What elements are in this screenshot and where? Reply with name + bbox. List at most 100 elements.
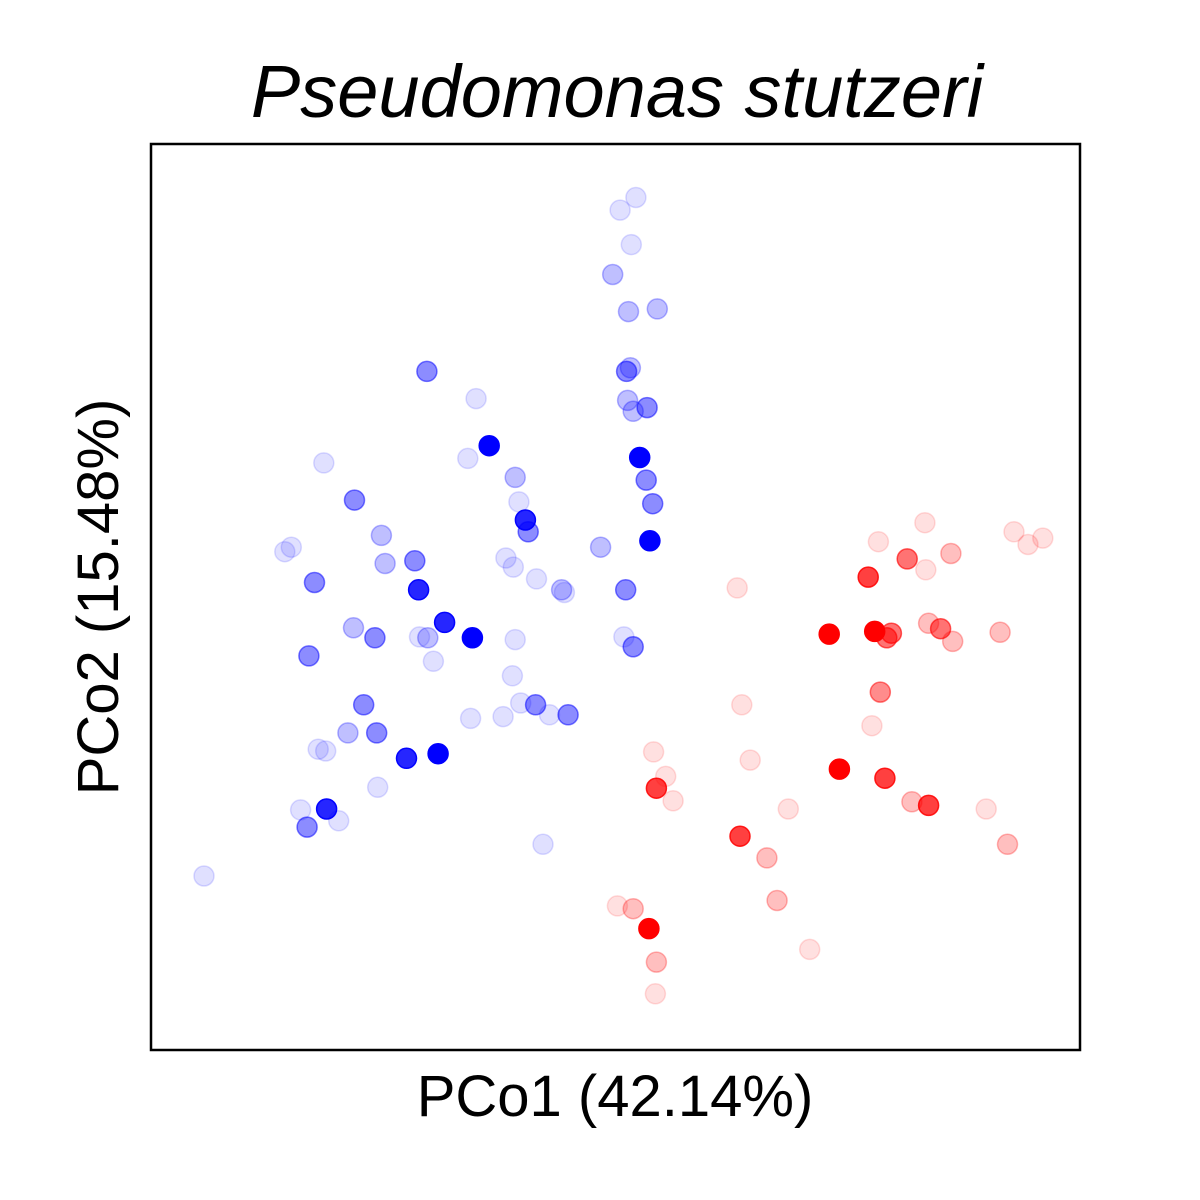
scatter-point [280, 536, 303, 558]
scatter-point [314, 740, 337, 762]
scatter-point [508, 491, 530, 513]
scatter-point [615, 360, 638, 383]
points-layer [193, 186, 1054, 1005]
scatter-point [364, 627, 386, 649]
scatter-point [1017, 533, 1039, 556]
scatter-point [625, 186, 647, 209]
scatter-point [646, 298, 669, 320]
scatter-point [524, 694, 547, 716]
scatter-point [407, 579, 430, 601]
scatter-point [303, 571, 326, 594]
scatter-point [636, 396, 658, 419]
scatter-point [501, 665, 524, 687]
scatter-point [609, 199, 631, 221]
scatter-point [538, 704, 561, 726]
scatter-point [274, 540, 296, 563]
scatter-point [370, 524, 393, 547]
scatter-point [589, 536, 612, 558]
scatter-point [427, 742, 449, 765]
scatter-point [645, 777, 668, 799]
scatter-point [404, 550, 426, 572]
scatter-point [433, 611, 456, 634]
scatter-point [929, 617, 952, 640]
scatter-point [828, 758, 851, 780]
scatter-point [342, 617, 365, 639]
scatter-point [644, 983, 667, 1005]
scatter-point [861, 714, 883, 737]
scatter-point [492, 705, 514, 728]
scatter-point [298, 645, 320, 667]
scatter-point [408, 626, 431, 648]
scatter-point [315, 798, 338, 820]
scatter-point [193, 865, 215, 887]
scatter-point [459, 707, 482, 730]
scatter-point [989, 621, 1011, 644]
scatter-point [616, 389, 639, 412]
scatter-point [1003, 521, 1025, 543]
scatter-point [996, 833, 1019, 856]
scatter-point [457, 447, 479, 470]
scatter-point [343, 489, 366, 511]
scatter-point [876, 627, 898, 649]
scatter-point [417, 627, 439, 649]
scatter-point [798, 938, 821, 961]
chart-title: Pseudomonas stutzeri [251, 50, 986, 133]
scatter-point [731, 694, 753, 716]
scatter-point [622, 897, 644, 920]
scatter-point [557, 704, 579, 726]
scatter-point [857, 566, 879, 588]
scatter-point [635, 469, 657, 491]
scatter-point [620, 233, 643, 256]
scatter-point [502, 556, 525, 578]
scatter-point [639, 530, 661, 552]
scatter-point [525, 568, 548, 590]
scatter-point [465, 387, 487, 410]
scatter-point [395, 747, 418, 770]
scatter-point [869, 681, 892, 703]
scatter-point [296, 816, 318, 838]
scatter-point [756, 847, 778, 869]
scatter-point [818, 623, 840, 645]
scatter-point [337, 722, 359, 744]
scatter-point [517, 521, 539, 543]
scatter-point [550, 579, 573, 601]
scatter-point [617, 300, 640, 323]
scatter-point [504, 628, 526, 651]
scatter-point [941, 630, 964, 653]
scatter-point [619, 357, 642, 379]
scatter-point [915, 559, 937, 581]
scatter-point [896, 548, 918, 570]
scatter-point [975, 798, 997, 820]
scatter-point [352, 694, 375, 716]
scatter-point [327, 810, 350, 832]
scatter-point [495, 547, 517, 569]
scatter-point [313, 452, 335, 474]
scatter-point [374, 552, 396, 575]
plot-frame [149, 142, 1082, 1052]
scatter-point [478, 434, 500, 457]
scatter-point [601, 263, 624, 286]
scatter-point [532, 833, 554, 856]
scatter-point [1032, 527, 1054, 549]
scatter-point [622, 400, 644, 423]
y-axis-label: PCo2 (15.48%) [66, 399, 131, 796]
scatter-point [365, 722, 388, 744]
scatter-point [504, 466, 526, 489]
scatter-point [867, 530, 890, 553]
scatter-point [641, 492, 664, 515]
scatter-point [614, 579, 637, 601]
scatter-point [606, 895, 629, 917]
scatter-point [366, 776, 389, 799]
scatter-point [416, 360, 438, 383]
scatter-point [739, 749, 761, 771]
scatter-point [662, 790, 684, 812]
scatter-point [461, 627, 484, 649]
scatter-point [638, 917, 660, 940]
scatter-point [628, 446, 651, 469]
scatter-point [729, 825, 751, 847]
scatter-point [766, 889, 788, 912]
x-axis-label: PCo1 (42.14%) [417, 1064, 814, 1129]
scatter-point [914, 511, 936, 534]
scatter-point [777, 798, 800, 820]
